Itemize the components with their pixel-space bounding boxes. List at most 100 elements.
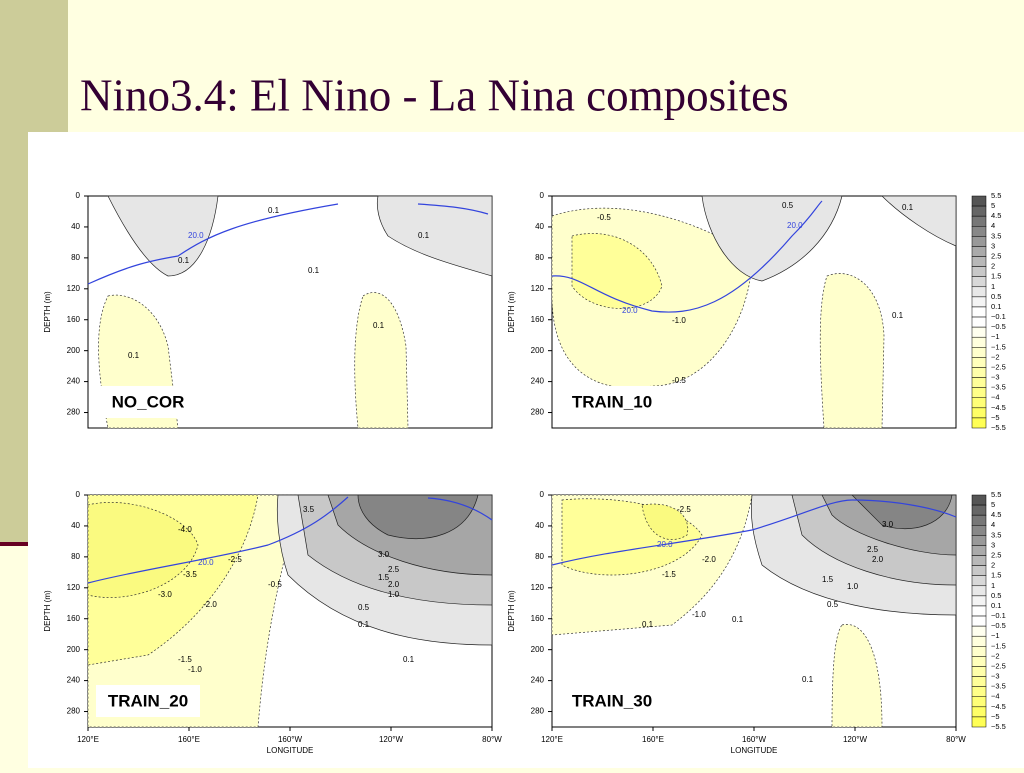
contour-label: 1.0 [847, 582, 859, 591]
colorbar-label: 0.5 [991, 591, 1001, 600]
colorbar-box [971, 525, 987, 536]
colorbar-label: −2.5 [991, 362, 1006, 371]
side-rule [0, 542, 28, 546]
colorbar-label: −5 [991, 413, 1000, 422]
y-tick-label: 160 [67, 315, 81, 324]
colorbar-label: 5.5 [991, 191, 1001, 200]
colorbar-box [971, 256, 987, 267]
colorbar-box [971, 494, 987, 506]
colorbar-label: −5.5 [991, 423, 1006, 432]
colorbar-box [971, 585, 987, 597]
colorbar-box [971, 615, 987, 627]
contour-region [87, 502, 199, 598]
colorbar-label: −4 [991, 393, 1000, 402]
colorbar-label: −3.5 [991, 383, 1006, 392]
y-tick-label: 280 [531, 408, 545, 417]
contour-region [376, 195, 493, 277]
colorbar-box [971, 686, 987, 697]
colorbar-label: −5 [991, 712, 1000, 721]
y-tick-label: 80 [535, 253, 544, 262]
colorbar-label: 0.5 [991, 292, 1001, 301]
x-tick-label: 120°E [77, 735, 99, 744]
colorbar-box [971, 286, 987, 298]
x-axis-label: LONGITUDE [731, 746, 778, 755]
y-tick-label: 0 [76, 490, 81, 499]
contour-label: 20.0 [188, 231, 204, 240]
contour-label: 0.1 [308, 266, 320, 275]
contour-label: -1.5 [178, 655, 192, 664]
x-tick-label: 120°W [843, 735, 868, 744]
colorbar-box [971, 605, 987, 617]
contour-region [881, 195, 957, 247]
colorbar-label: −3.5 [991, 682, 1006, 691]
contour-label: 0.1 [373, 321, 385, 330]
colorbar-box [971, 205, 987, 217]
contour-label: -0.5 [268, 580, 282, 589]
y-axis-label: DEPTH (m) [507, 590, 516, 632]
contour-label: 0.1 [358, 620, 370, 629]
contour-label: 0.1 [128, 351, 140, 360]
colorbar-box [971, 565, 987, 576]
y-tick-label: 0 [76, 191, 81, 200]
y-tick-label: 200 [531, 645, 545, 654]
colorbar-label: −0.1 [991, 611, 1006, 620]
y-tick-label: 80 [71, 552, 80, 561]
colorbar-label: −2 [991, 651, 1000, 660]
colorbar-label: −3 [991, 672, 1000, 681]
colorbar-label: 1 [991, 581, 995, 590]
colorbar-box [971, 407, 987, 419]
contour-label: 0.1 [642, 620, 654, 629]
colorbar-box [971, 326, 987, 338]
isotherm-20 [551, 200, 823, 313]
y-tick-label: 80 [535, 552, 544, 561]
colorbar-box [971, 195, 987, 207]
contour-label: 0.1 [403, 655, 415, 664]
contour-label: 2.0 [388, 580, 400, 589]
colorbar-box [971, 666, 987, 677]
colorbar-box [971, 387, 987, 398]
colorbar-label: −0.5 [991, 322, 1006, 331]
colorbar-label: 0.1 [991, 302, 1001, 311]
y-tick-label: 240 [67, 676, 81, 685]
contour-label: -1.0 [672, 316, 686, 325]
contour-label: 0.1 [268, 206, 280, 215]
y-tick-label: 120 [67, 284, 81, 293]
y-tick-label: 240 [67, 377, 81, 386]
colorbar-box [971, 397, 987, 409]
contour-label: -2.5 [228, 555, 242, 564]
colorbar-box [971, 296, 987, 308]
contour-region [107, 195, 219, 277]
colorbar-label: −1.5 [991, 342, 1006, 351]
contour-region [701, 195, 843, 282]
y-tick-label: 40 [71, 521, 80, 530]
contour-label: -1.5 [662, 570, 676, 579]
colorbar-box [971, 635, 987, 647]
contour-label: 20.0 [622, 306, 638, 315]
colorbar-box [971, 336, 987, 348]
y-tick-label: 200 [67, 346, 81, 355]
x-tick-label: 160°E [178, 735, 200, 744]
contour-label: 0.1 [418, 231, 430, 240]
colorbar-box [971, 595, 987, 607]
colorbar-box [971, 555, 987, 566]
contour-label: 0.1 [732, 615, 744, 624]
colorbar-box [971, 545, 987, 556]
contour-label: 2.5 [867, 545, 879, 554]
colorbar-label: −1 [991, 332, 1000, 341]
contour-label: 3.0 [378, 550, 390, 559]
colorbar-label: −3 [991, 373, 1000, 382]
colorbar-label: −4.5 [991, 403, 1006, 412]
colorbar-label: −1.5 [991, 641, 1006, 650]
colorbar-label: 3 [991, 241, 995, 250]
colorbar-label: 4 [991, 520, 995, 529]
panel: -0.5 20.0 -1.0 0.5 -0.5 20.0 0.1 0.1 TRAIN_10 0 40… [507, 191, 957, 429]
colorbar-label: −2 [991, 352, 1000, 361]
colorbar-label: 1.5 [991, 272, 1001, 281]
y-tick-label: 240 [531, 377, 545, 386]
y-tick-label: 120 [531, 284, 545, 293]
contour-label: 3.0 [882, 520, 894, 529]
colorbar: 5.554.543.53 2.521.510.50.1−0.1−0.5−1−1.5… [971, 490, 1006, 731]
colorbar-box [971, 226, 987, 237]
panel: 20.0 0.1 0.1 0.1 0.1 0.1 0.1 NO_COR 0 40 80 120 160 2… [43, 191, 493, 429]
